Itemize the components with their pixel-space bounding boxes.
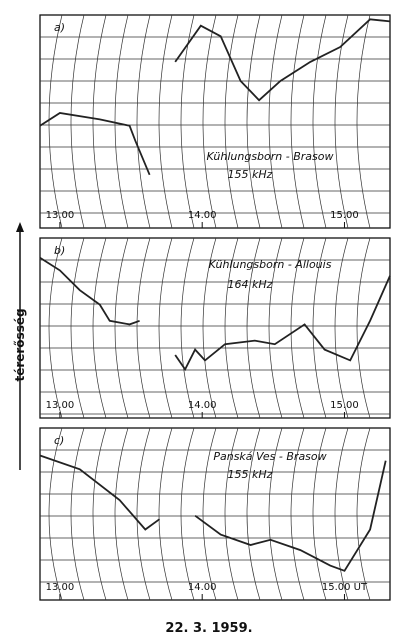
chart-grid [290, 427, 305, 601]
chart-grid [246, 237, 261, 419]
x-tick-label: 15.00 UT [322, 582, 368, 593]
panel-frame [39, 14, 391, 229]
panel-frame [39, 427, 391, 601]
chart-grid [114, 427, 129, 601]
chart-grid [334, 427, 349, 601]
chart-grid [70, 427, 85, 601]
chart-grid [114, 237, 129, 419]
chart-grid [202, 237, 217, 419]
chart-grid [48, 14, 63, 229]
chart-grid [136, 427, 151, 601]
chart-grid [356, 237, 371, 419]
x-tick-label: 13.00 [46, 210, 75, 221]
x-tick-label: 14.00 [188, 210, 217, 221]
chart-grid [92, 14, 107, 229]
chart-grid [312, 237, 327, 419]
y-label: térerősség [13, 308, 27, 381]
chart-grid [92, 427, 107, 601]
chart-grid [246, 14, 261, 229]
chart-grid [290, 14, 305, 229]
chart-grid [224, 427, 239, 601]
trace [39, 257, 391, 372]
panel-title: Kühlungsborn - Brasow [206, 150, 333, 163]
chart-grid [268, 237, 283, 419]
x-tick-label: 13.00 [46, 582, 75, 593]
panel-label: a) [54, 21, 65, 34]
trace [39, 454, 387, 572]
chart-grid [158, 237, 173, 419]
chart-grid [356, 427, 371, 601]
chart-grid [202, 14, 217, 229]
arrow-head [16, 222, 24, 232]
chart-grid [290, 237, 305, 419]
panel-subtitle: 164 kHz [228, 278, 273, 291]
x-tick-label: 14.00 [188, 400, 217, 411]
chart-grid [246, 427, 261, 601]
chart-grid [114, 14, 129, 229]
chart-grid [158, 14, 173, 229]
caption: 22. 3. 1959. [165, 621, 252, 636]
panel-subtitle: 155 kHz [228, 468, 273, 481]
chart-grid [70, 237, 85, 419]
chart-grid [180, 237, 195, 419]
x-tick-label: 15.00 [330, 400, 359, 411]
chart-grid [92, 237, 107, 419]
chart-grid [180, 427, 195, 601]
chart-grid [224, 14, 239, 229]
chart-grid [312, 427, 327, 601]
chart-grid [136, 237, 151, 419]
panel-title: Panská Ves - Brasow [213, 450, 326, 463]
x-tick-label: 14.00 [188, 582, 217, 593]
chart-grid [180, 14, 195, 229]
chart-grid [268, 14, 283, 229]
panel-subtitle: 155 kHz [228, 168, 273, 181]
chart-grid [158, 427, 173, 601]
panel-title: Kühlungsborn - Allouis [209, 258, 332, 271]
chart-grid [312, 14, 327, 229]
x-tick-label: 13.00 [46, 400, 75, 411]
chart-grid [48, 237, 63, 419]
x-tick-label: 15.00 [330, 210, 359, 221]
chart-grid [356, 14, 371, 229]
chart-grid [70, 14, 85, 229]
chart-grid [334, 14, 349, 229]
panel-label: b) [54, 244, 65, 257]
trace [39, 18, 391, 176]
chart-grid [136, 14, 151, 229]
chart-grid [48, 427, 63, 601]
chart-grid [224, 237, 239, 419]
chart-grid [268, 427, 283, 601]
panel-label: c) [54, 434, 64, 447]
chart-grid [334, 237, 349, 419]
panel-frame [39, 237, 391, 419]
chart-grid [202, 427, 217, 601]
